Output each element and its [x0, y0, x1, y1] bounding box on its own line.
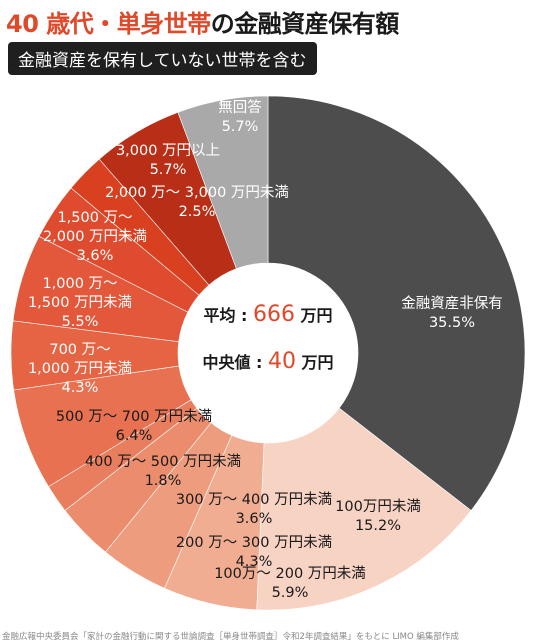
subtitle-badge: 金融資産を保有していない世帯を含む: [8, 42, 317, 75]
slice-label: 無回答 5.7%: [218, 99, 262, 135]
slice-label: 1,000 万～ 1,500 万円未満 5.5%: [28, 276, 132, 330]
slice-label: 200 万～ 300 万円未満 4.3%: [176, 534, 332, 570]
slice-label: 100万円未満 15.2%: [335, 498, 421, 534]
title-rest: の金融資産保有額: [210, 10, 400, 38]
center-mean: 平均 : 666 万円: [203, 302, 332, 327]
slice-label: 400 万～ 500 万円未満 1.8%: [85, 453, 241, 489]
page-title: 40 歳代・単身世帯の金融資産保有額: [6, 4, 399, 39]
slice-label: 2,000 万～ 3,000 万円未満 2.5%: [105, 184, 289, 220]
slice-label: 3,000 万円以上 5.7%: [116, 142, 220, 178]
slice-label: 100万～ 200 万円未満 5.9%: [214, 565, 366, 601]
pie-slice: [267, 95, 526, 511]
slice-label: 金融資産非保有 35.5%: [401, 295, 503, 331]
pie-slice: [256, 407, 472, 611]
slice-label: 700 万～ 1,000 万円未満 4.3%: [28, 342, 132, 396]
slice-label: 300 万～ 400 万円未満 3.6%: [176, 491, 332, 527]
center-median: 中央値 : 40 万円: [202, 349, 333, 374]
slice-label: 500 万～ 700 万円未満 6.4%: [56, 408, 212, 444]
pie-slice: [177, 95, 269, 270]
title-accent: 40 歳代・単身世帯: [6, 10, 211, 38]
slice-label: 1,500 万～ 2,000 万円未満 3.6%: [43, 210, 147, 264]
source-note: 金融広報中央委員会「家計の金融行動に関する世論調査［単身世帯調査］令和2年調査結…: [2, 632, 459, 642]
